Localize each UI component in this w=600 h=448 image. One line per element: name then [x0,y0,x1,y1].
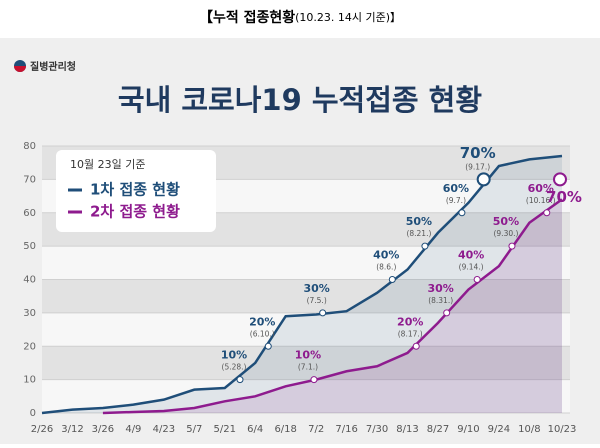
x-tick-label: 6/4 [247,424,263,435]
x-tick-label: 2/26 [31,424,53,435]
legend-label: 2차 접종 현황 [90,203,180,221]
x-tick-label: 5/7 [186,424,202,435]
milestone-label: 20% [397,315,423,328]
x-tick-label: 3/12 [61,424,83,435]
milestone-label: 40% [373,249,399,262]
milestone-label: 10% [221,349,247,362]
x-tick-label: 9/24 [488,424,510,435]
x-tick-label: 3/26 [92,424,114,435]
milestone-label: 20% [249,315,275,328]
x-tick-label: 7/30 [366,424,388,435]
milestone-date: (7.5.) [307,296,327,305]
milestone-marker [412,342,420,350]
milestone-date: (5.28.) [222,363,247,372]
milestone-marker [264,342,272,350]
milestone-date: (7.1.) [298,363,318,372]
plot: 0 10 20 30 40 50 60 70 80 2/26 3/12 3/26 4/9 4/23 5/7 5… [23,141,582,435]
grid-band [42,279,570,313]
milestone-marker [458,209,466,217]
milestone-marker [543,209,551,217]
milestone-date: (8.31.) [428,296,453,305]
series-area [42,156,562,413]
header-title: 【누적 접종현황 [199,9,295,26]
y-tick-label: 30 [23,308,36,319]
milestone-date: (8.21.) [406,229,431,238]
milestone-label: 30% [428,282,454,295]
legend-note: 10월 23일 기준 [70,157,145,171]
grid-band [42,312,570,347]
y-tick-label: 70 [23,174,36,185]
grid-band [42,379,570,413]
legend-box [56,150,216,232]
y-tick-label: 60 [23,208,36,219]
series-area [102,199,562,413]
milestone-date: (9.7.) [446,196,466,205]
legend-label: 1차 접종 현황 [90,181,180,199]
milestone-label: 60% [443,182,469,195]
milestone-label: 10% [295,349,321,362]
y-tick-label: 40 [23,275,36,286]
milestone-marker [421,242,429,250]
milestone-date: (8.17.) [398,329,423,338]
series-line [102,198,563,415]
chart-title: 국내 코로나19 누적접종 현황 [118,83,482,117]
milestone-marker [476,172,491,187]
milestone-marker [236,376,244,384]
milestone-marker [388,276,396,283]
milestone-marker [310,376,318,384]
milestone-date: (6.10.) [250,329,275,338]
y-tick-label: 10 [23,375,36,386]
milestone-marker [443,309,451,317]
x-tick-label: 7/16 [335,424,357,435]
x-tick-label: 7/2 [308,424,324,435]
header-subtitle: (10.23. 14시 기준)】 [295,11,401,24]
x-tick-label: 10/23 [548,424,577,435]
x-tick-label: 6/18 [274,424,296,435]
logo [14,66,26,72]
y-tick-label: 80 [23,141,36,152]
milestone-date: (8.6.) [376,263,396,272]
y-tick-label: 50 [23,241,36,252]
milestone-marker [319,309,327,317]
grid-band [42,346,570,380]
milestone-date: (9.17.) [465,162,490,171]
milestone-marker [473,276,481,283]
grid-band [42,246,570,280]
x-tick-label: 4/9 [125,424,141,435]
milestone-label: 40% [458,249,484,262]
milestone-label: 70% [546,188,582,206]
milestone-label: 70% [460,144,496,162]
x-tick-label: 9/10 [457,424,479,435]
milestone-date: (9.14.) [459,263,484,272]
milestone-label: 50% [493,215,519,228]
milestone-label: 50% [406,215,432,228]
milestone-label: 30% [303,282,329,295]
header: 【누적 접종현황(10.23. 14시 기준)】 [199,9,401,26]
milestone-date: (10.16.) [526,196,556,205]
y-tick-label: 20 [23,341,36,352]
x-tick-label: 5/21 [214,424,236,435]
milestone-date: (9.30.) [493,229,518,238]
series-line [41,154,563,415]
milestone-marker [508,242,516,250]
x-tick-label: 8/27 [427,424,449,435]
agency: 질병관리청 [30,60,76,73]
x-tick-label: 10/8 [518,424,540,435]
x-tick-label: 8/13 [396,424,418,435]
milestone-label: 60% [528,182,554,195]
y-tick-label: 0 [30,408,36,419]
milestone-marker [553,172,567,187]
x-tick-label: 4/23 [153,424,175,435]
